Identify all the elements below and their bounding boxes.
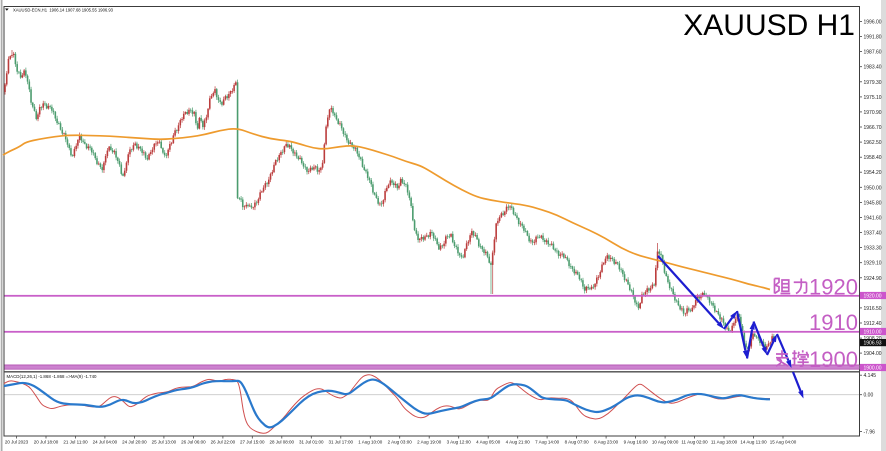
svg-text:24 Jul 04:00: 24 Jul 04:00 <box>93 440 118 445</box>
svg-text:1962.50: 1962.50 <box>864 140 882 146</box>
svg-text:1996.00: 1996.00 <box>864 20 882 26</box>
svg-text:15 Aug 04:00: 15 Aug 04:00 <box>770 440 797 445</box>
svg-text:MACD(12,26,1) -1.868 -1.868 =>: MACD(12,26,1) -1.868 -1.868 =>MA(9) -1.7… <box>7 374 97 379</box>
svg-text:1929.10: 1929.10 <box>864 261 882 267</box>
svg-text:20 Jul 18:00: 20 Jul 18:00 <box>34 440 59 445</box>
svg-text:1916.50: 1916.50 <box>864 306 882 312</box>
svg-text:1975.10: 1975.10 <box>864 95 882 101</box>
svg-text:1900: 1900 <box>809 347 858 372</box>
svg-text:3 Aug 12:00: 3 Aug 12:00 <box>447 440 472 445</box>
svg-text:1950.00: 1950.00 <box>864 185 882 191</box>
svg-text:4.145: 4.145 <box>864 373 877 379</box>
svg-text:10 Aug 09:00: 10 Aug 09:00 <box>652 440 679 445</box>
svg-text:31 Jul 01:00: 31 Jul 01:00 <box>299 440 324 445</box>
svg-text:1983.40: 1983.40 <box>864 65 882 71</box>
svg-text:1979.30: 1979.30 <box>864 80 882 86</box>
svg-text:XAUUSD H1: XAUUSD H1 <box>683 9 855 42</box>
svg-text:1991.80: 1991.80 <box>864 35 882 41</box>
svg-text:0.00: 0.00 <box>864 393 874 399</box>
svg-text:25 Jul 13:00: 25 Jul 13:00 <box>152 440 177 445</box>
svg-text:1958.40: 1958.40 <box>864 155 882 161</box>
svg-text:1900.00: 1900.00 <box>864 366 882 372</box>
svg-text:1954.20: 1954.20 <box>864 170 882 176</box>
svg-text:1937.40: 1937.40 <box>864 231 882 237</box>
svg-text:1924.90: 1924.90 <box>864 276 882 282</box>
svg-text:21 Jul 11:00: 21 Jul 11:00 <box>63 440 88 445</box>
svg-text:20 Jul 2023: 20 Jul 2023 <box>5 440 29 445</box>
svg-text:24 Jul 20:00: 24 Jul 20:00 <box>122 440 147 445</box>
svg-text:11 Aug 18:00: 11 Aug 18:00 <box>711 440 738 445</box>
svg-text:4 Aug 21:00: 4 Aug 21:00 <box>506 440 531 445</box>
svg-text:1941.60: 1941.60 <box>864 216 882 222</box>
svg-text:11 Aug 02:00: 11 Aug 02:00 <box>681 440 708 445</box>
svg-text:8 Aug 07:00: 8 Aug 07:00 <box>565 440 590 445</box>
svg-text:26 Jul 06:00: 26 Jul 06:00 <box>181 440 206 445</box>
svg-text:28 Jul 08:00: 28 Jul 08:00 <box>270 440 295 445</box>
svg-text:8 Aug 23:00: 8 Aug 23:00 <box>594 440 619 445</box>
svg-text:27 Jul 15:00: 27 Jul 15:00 <box>240 440 265 445</box>
svg-text:1945.80: 1945.80 <box>864 200 882 206</box>
svg-text:1910: 1910 <box>809 310 858 335</box>
svg-text:31 Jul 17:00: 31 Jul 17:00 <box>329 440 354 445</box>
svg-text:2 Aug 03:00: 2 Aug 03:00 <box>388 440 413 445</box>
svg-text:9 Aug 16:00: 9 Aug 16:00 <box>624 440 649 445</box>
svg-text:XAUUSD-ECN,H1 1906.14 1907.68: XAUUSD-ECN,H1 1906.14 1907.68 1905.55 19… <box>13 8 113 13</box>
svg-text:1 Aug 10:00: 1 Aug 10:00 <box>358 440 383 445</box>
svg-text:1906.93: 1906.93 <box>864 341 882 347</box>
svg-text:7 Aug 14:00: 7 Aug 14:00 <box>535 440 560 445</box>
svg-text:14 Aug 11:00: 14 Aug 11:00 <box>740 440 767 445</box>
svg-text:1933.30: 1933.30 <box>864 246 882 252</box>
svg-text:1966.70: 1966.70 <box>864 125 882 131</box>
svg-text:1970.90: 1970.90 <box>864 110 882 116</box>
svg-text:4 Aug 05:00: 4 Aug 05:00 <box>476 440 501 445</box>
svg-text:1920.00: 1920.00 <box>864 294 882 300</box>
svg-text:1910.00: 1910.00 <box>864 330 882 336</box>
svg-text:1912.40: 1912.40 <box>864 321 882 327</box>
svg-text:1904.00: 1904.00 <box>864 351 882 357</box>
svg-text:1920: 1920 <box>809 275 858 300</box>
svg-text:1987.60: 1987.60 <box>864 50 882 56</box>
svg-text:26 Jul 22:00: 26 Jul 22:00 <box>211 440 236 445</box>
svg-text:2 Aug 19:00: 2 Aug 19:00 <box>417 440 442 445</box>
svg-text:-7.96: -7.96 <box>864 430 876 436</box>
